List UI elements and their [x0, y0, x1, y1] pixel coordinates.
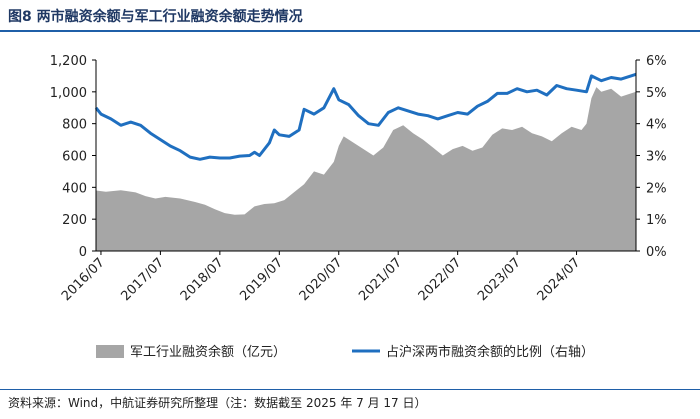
financing-balance-chart: 0 200 400 600 800 1,000 1,200 0% 1% 2% 3% 4% 5% 6% 201…: [50, 54, 667, 360]
y-left-tick-label: 800: [62, 118, 87, 133]
x-tick-label: 2019/07: [237, 255, 286, 304]
y-right-tick-label: 5%: [646, 86, 667, 101]
x-tick-label: 2021/07: [356, 255, 405, 304]
y-right-tick-label: 4%: [646, 118, 667, 133]
legend-label-line: 占沪深两市融资余额的比例（右轴）: [386, 344, 594, 360]
y-left-tick-label: 1,200: [50, 54, 87, 69]
x-tick-label: 2022/07: [416, 255, 465, 304]
source-note: 资料来源：Wind，中航证券研究所整理（注：数据截至 2025 年 7 月 17…: [8, 396, 427, 410]
title-rule: [0, 30, 700, 32]
series-area-military-financing: [96, 87, 636, 251]
line-layer: [94, 72, 637, 161]
x-tick-label: 2017/07: [118, 255, 167, 304]
y-right-tick-label: 1%: [646, 213, 667, 228]
legend-label-area: 军工行业融资余额（亿元）: [130, 344, 286, 360]
x-tick-label: 2016/07: [59, 255, 108, 304]
legend-swatch-area: [96, 345, 124, 358]
y-right-tick-label: 6%: [646, 54, 667, 69]
x-tick-label: 2023/07: [475, 255, 524, 304]
y-left-tick-label: 400: [62, 181, 87, 196]
y-left-tick-label: 1,000: [50, 86, 87, 101]
figure-title: 图8 两市融资余额与军工行业融资余额走势情况: [8, 9, 303, 25]
source-rule: [0, 389, 700, 390]
y-right-tick-label: 2%: [646, 181, 667, 196]
area-layer: [96, 87, 636, 251]
y-right-tick-label: 3%: [646, 150, 667, 165]
y-right-tick-label: 0%: [646, 245, 667, 260]
y-left-tick-label: 600: [62, 150, 87, 165]
y-left-tick-label: 200: [62, 213, 87, 228]
x-tick-label: 2024/07: [535, 255, 584, 304]
legend: 军工行业融资余额（亿元） 占沪深两市融资余额的比例（右轴）: [96, 344, 594, 360]
x-tick-label: 2020/07: [297, 255, 346, 304]
x-tick-label: 2018/07: [178, 255, 227, 304]
series-line-share-ratio: [94, 72, 637, 161]
y-left-tick-label: 0: [79, 245, 87, 260]
